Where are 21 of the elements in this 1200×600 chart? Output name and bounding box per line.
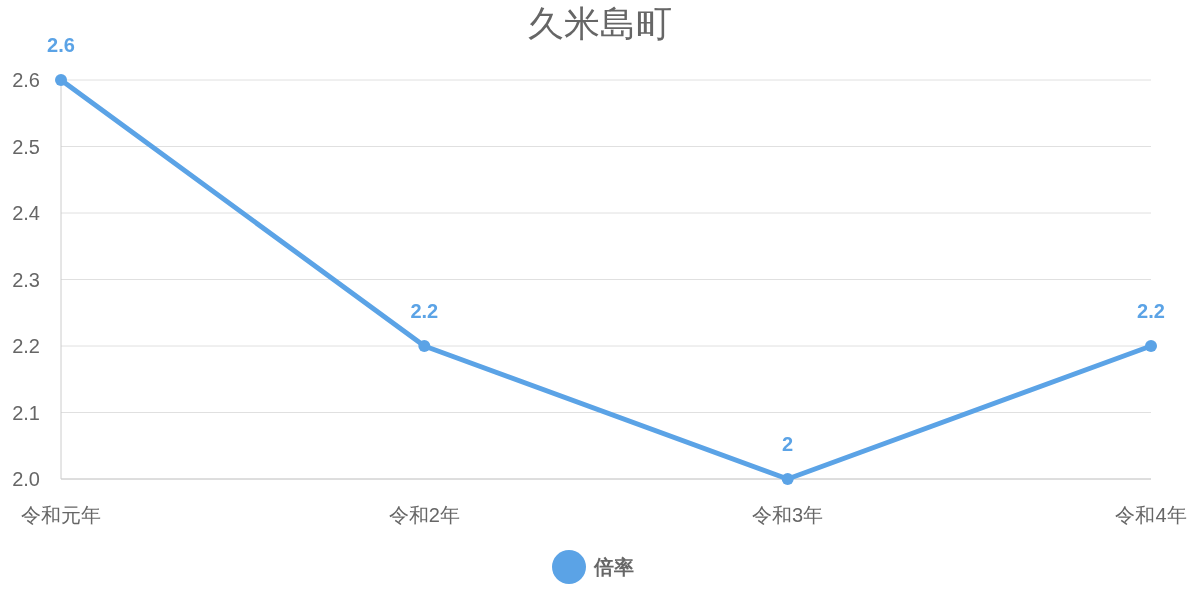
y-tick-label: 2.1 bbox=[12, 401, 40, 424]
y-tick-label: 2.4 bbox=[12, 202, 40, 224]
x-tick-label: 令和2年 bbox=[388, 504, 460, 526]
point bbox=[418, 340, 431, 352]
data-label: 2.2 bbox=[410, 300, 439, 322]
y-tick-label: 2.3 bbox=[12, 268, 40, 291]
chart-title: 久米島町 bbox=[528, 3, 672, 44]
x-tick-label: 令和4年 bbox=[1115, 504, 1187, 526]
point bbox=[1145, 340, 1157, 352]
point bbox=[781, 473, 794, 485]
y-tick-label: 2.0 bbox=[12, 468, 40, 490]
point bbox=[55, 74, 67, 86]
y-tick-label: 2.6 bbox=[12, 69, 40, 91]
y-tick-label: 2.2 bbox=[12, 335, 40, 357]
x-tick-label: 令和3年 bbox=[752, 504, 824, 526]
data-label: 2 bbox=[782, 433, 794, 455]
legend-label: 倍率 bbox=[593, 556, 634, 578]
y-tick-label: 2.5 bbox=[12, 135, 40, 158]
data-label: 2.2 bbox=[1137, 300, 1165, 322]
data-label: 2.6 bbox=[47, 34, 75, 56]
x-tick-label: 令和元年 bbox=[21, 504, 101, 526]
